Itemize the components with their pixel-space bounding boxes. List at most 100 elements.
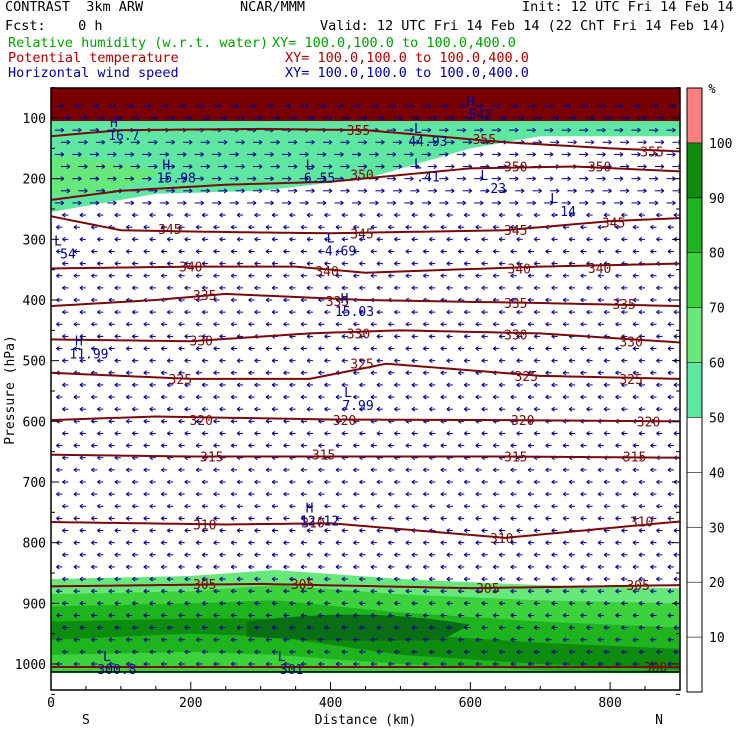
wind-arrowhead bbox=[568, 309, 573, 315]
wind-arrowhead bbox=[276, 115, 280, 121]
wind-arrowhead bbox=[492, 273, 497, 279]
contour-label: 330 bbox=[190, 335, 213, 350]
wind-arrowhead bbox=[427, 200, 432, 206]
wind-arrowhead bbox=[78, 200, 82, 206]
wind-arrowhead bbox=[654, 200, 659, 206]
wind-arrowhead bbox=[56, 224, 60, 230]
wind-arrowhead bbox=[492, 224, 497, 230]
wind-arrowhead bbox=[481, 358, 485, 364]
wind-arrowhead bbox=[184, 261, 188, 267]
wind-arrowhead bbox=[60, 200, 65, 206]
wind-arrowhead bbox=[672, 127, 676, 133]
wind-arrowhead bbox=[584, 151, 589, 157]
wind-arrowhead bbox=[254, 212, 258, 218]
wind-arrowhead bbox=[56, 321, 60, 327]
wind-arrowhead bbox=[381, 115, 385, 121]
wind-arrowhead bbox=[160, 346, 165, 351]
wind-arrowhead bbox=[78, 176, 82, 182]
wind-arrowhead bbox=[160, 370, 165, 376]
wind-arrowhead bbox=[514, 176, 519, 182]
wind-arrowhead bbox=[527, 346, 532, 351]
wind-arrowhead bbox=[440, 249, 445, 254]
wind-arrowhead bbox=[62, 261, 66, 267]
wind-arrowhead bbox=[241, 115, 245, 121]
wind-arrowhead bbox=[503, 115, 507, 121]
colorbar-label: 50 bbox=[709, 411, 725, 426]
wind-arrowhead bbox=[545, 321, 549, 327]
wind-arrowhead bbox=[78, 103, 82, 109]
wind-arrowhead bbox=[62, 212, 66, 218]
wind-arrowhead bbox=[201, 333, 206, 339]
wind-arrowhead bbox=[580, 224, 584, 230]
wind-arrowhead bbox=[206, 139, 210, 145]
wind-arrowhead bbox=[283, 297, 287, 303]
wind-arrowhead bbox=[84, 139, 88, 145]
wind-arrowhead bbox=[667, 249, 672, 254]
extremum-value: 6.55 bbox=[304, 172, 335, 187]
wind-arrowhead bbox=[305, 103, 309, 109]
wind-arrowhead bbox=[510, 249, 514, 254]
wind-arrowhead bbox=[178, 346, 182, 351]
wind-arrowhead bbox=[322, 176, 327, 182]
wind-arrowhead bbox=[95, 200, 100, 206]
wind-arrowhead bbox=[475, 224, 479, 230]
wind-arrowhead bbox=[427, 151, 432, 157]
wind-arrowhead bbox=[97, 212, 101, 218]
wind-arrowhead bbox=[160, 273, 165, 279]
wind-arrowhead bbox=[341, 358, 346, 364]
wind-arrowhead bbox=[119, 164, 123, 169]
extremum-value: 15.03 bbox=[335, 305, 374, 320]
wind-arrowhead bbox=[532, 200, 536, 206]
contour-label: 320 bbox=[511, 414, 534, 429]
wind-arrowhead bbox=[223, 115, 228, 121]
wind-arrowhead bbox=[73, 297, 78, 303]
wind-arrowhead bbox=[615, 346, 619, 351]
wind-arrowhead bbox=[562, 346, 567, 351]
wind-arrowhead bbox=[481, 333, 485, 339]
contour-label: 330 bbox=[504, 329, 527, 344]
colorbar-label: 10 bbox=[709, 631, 725, 646]
wind-arrowhead bbox=[597, 273, 602, 279]
wind-arrowhead bbox=[498, 261, 503, 267]
wind-arrowhead bbox=[195, 224, 200, 230]
wind-arrowhead bbox=[143, 370, 148, 376]
wind-arrowhead bbox=[223, 188, 228, 194]
wind-arrowhead bbox=[510, 321, 514, 327]
wind-arrowhead bbox=[160, 224, 165, 230]
wind-arrowhead bbox=[219, 309, 223, 315]
wind-arrowhead bbox=[178, 249, 182, 254]
wind-arrowhead bbox=[283, 346, 287, 351]
wind-arrowhead bbox=[62, 309, 66, 315]
contour-label: 315 bbox=[504, 451, 527, 466]
wind-arrowhead bbox=[549, 151, 554, 157]
wind-arrowhead bbox=[223, 164, 228, 169]
contour-label: 355 bbox=[473, 133, 496, 148]
y-tick-label: 100 bbox=[23, 112, 46, 127]
wind-arrowhead bbox=[590, 139, 595, 145]
wind-arrowhead bbox=[265, 346, 270, 351]
wind-arrowhead bbox=[114, 309, 119, 315]
contour-label: 305 bbox=[476, 582, 499, 597]
wind-arrowhead bbox=[136, 115, 141, 121]
wind-arrowhead bbox=[498, 285, 503, 291]
wind-arrowhead bbox=[545, 297, 549, 303]
wind-arrowhead bbox=[258, 115, 263, 121]
wind-arrowhead bbox=[147, 176, 152, 182]
wind-arrowhead bbox=[363, 164, 368, 169]
contour-label: 335 bbox=[193, 289, 216, 304]
wind-arrowhead bbox=[673, 309, 678, 315]
colorbar-label: 60 bbox=[709, 357, 725, 372]
wind-arrowhead bbox=[300, 346, 305, 351]
wind-arrowhead bbox=[450, 164, 455, 169]
contour-label: 320 bbox=[637, 415, 660, 430]
extremum-value: 300.8 bbox=[97, 663, 136, 678]
wind-arrowhead bbox=[324, 212, 328, 218]
wind-arrowhead bbox=[672, 200, 676, 206]
wind-arrowhead bbox=[440, 273, 445, 279]
wind-arrowhead bbox=[283, 249, 287, 254]
colorbar-segment bbox=[687, 88, 702, 143]
wind-arrowhead bbox=[108, 346, 113, 351]
wind-arrowhead bbox=[95, 103, 100, 109]
wind-arrowhead bbox=[353, 224, 357, 230]
wind-arrowhead bbox=[392, 176, 397, 182]
